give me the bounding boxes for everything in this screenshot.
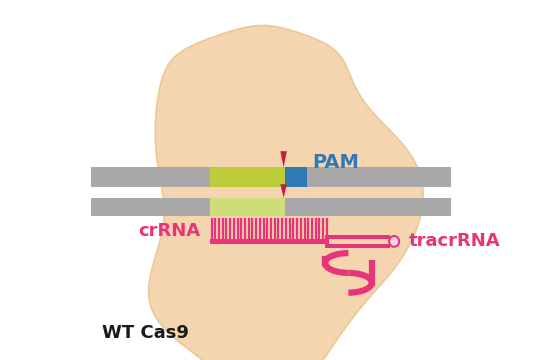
Bar xyxy=(286,167,307,187)
Text: crRNA: crRNA xyxy=(139,222,201,240)
Bar xyxy=(91,167,451,187)
Bar xyxy=(210,198,286,216)
Bar xyxy=(91,198,451,216)
PathPatch shape xyxy=(149,26,423,360)
Text: PAM: PAM xyxy=(312,153,359,172)
Bar xyxy=(325,244,390,248)
Bar xyxy=(325,235,390,239)
Polygon shape xyxy=(280,184,287,198)
Bar xyxy=(210,167,286,187)
Text: tracrRNA: tracrRNA xyxy=(409,233,500,251)
Ellipse shape xyxy=(389,236,399,247)
Polygon shape xyxy=(280,151,287,167)
Bar xyxy=(210,239,328,244)
Text: WT Cas9: WT Cas9 xyxy=(102,324,189,342)
